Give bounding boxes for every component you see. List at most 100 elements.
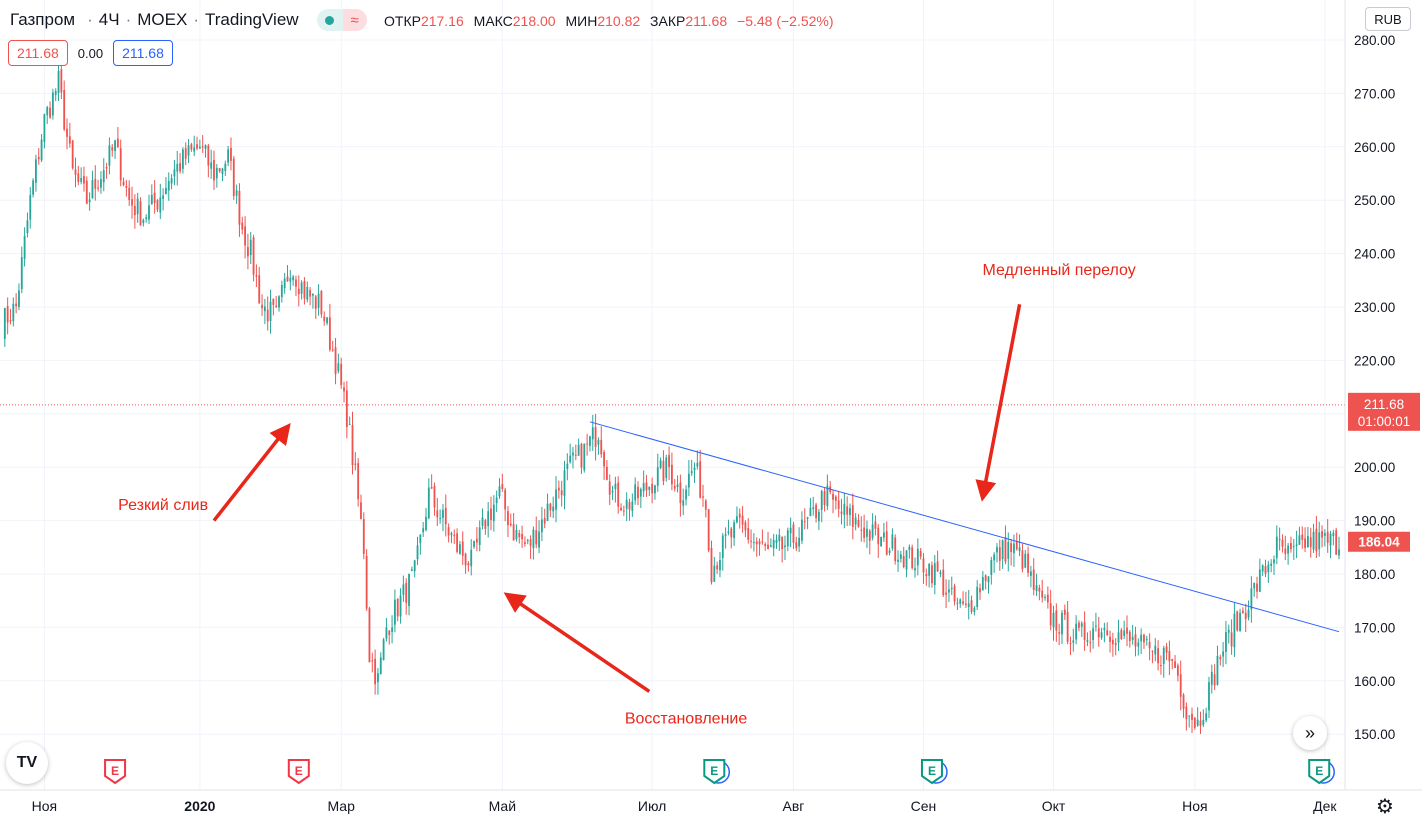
candle-body [755,541,758,545]
candle-body [979,588,981,593]
x-tick-label: Июл [638,798,666,814]
candle-body [1323,533,1326,536]
candle-body [487,511,490,527]
candle-body [1154,645,1157,655]
candle-body [1227,629,1230,633]
candle-body [529,539,532,546]
trendline [589,421,1340,633]
scroll-to-realtime-button[interactable]: » [1293,716,1327,750]
candle-body [235,190,238,196]
candle-body [1253,582,1256,589]
candle-body [1123,630,1126,636]
candle-body [255,275,258,277]
sell-price-button[interactable]: 211.68 [8,40,68,66]
candle-body [1185,706,1188,720]
candle-body [309,290,312,297]
candle-body [20,257,23,290]
candle-body [815,504,817,519]
candle-body [905,550,908,570]
earnings-icon [104,759,127,785]
earnings-marker[interactable]: E [920,759,948,785]
candle-body [625,499,628,509]
candle-body [3,308,6,339]
candle-body [882,532,885,538]
y-tick-label: 220.00 [1354,353,1395,368]
candle-body [88,199,91,203]
candle-body [148,205,150,220]
candle-body [843,503,846,516]
candle-body [894,537,897,562]
symbol-header[interactable]: Газпром · 4Ч · MOEX · TradingView ≈ [10,8,367,32]
currency-button[interactable]: RUB [1365,7,1411,31]
candle-body [136,198,139,215]
candle-body [1038,587,1041,592]
candle-body [936,561,939,572]
candle-body [63,89,66,130]
candle-body [382,639,385,661]
candle-body [368,608,371,663]
candle-body [719,560,721,571]
tradingview-logo[interactable]: TV [6,742,48,784]
candle-body [1241,610,1244,614]
candle-body [642,483,645,492]
candle-body [851,505,854,527]
candle-body [812,507,815,509]
candle-body [679,482,682,504]
candle-body [837,500,840,509]
candle-body [181,149,184,169]
candle-body [1275,536,1278,559]
market-status-toggle[interactable]: ≈ [316,9,367,31]
candle-body [1075,623,1078,640]
candle-body [167,180,170,191]
x-tick-label: Ноя [32,798,57,814]
candle-body [351,425,354,466]
candle-body [1208,682,1210,711]
current-price-timer: 01:00:01 [1358,414,1411,429]
settings-gear-icon[interactable]: ⚙ [1376,796,1394,818]
candle-body [1290,543,1292,550]
candle-body [1230,632,1233,647]
candle-body [1046,594,1049,603]
candle-body [1137,642,1140,647]
earnings-marker[interactable]: E [104,759,127,785]
interval-label[interactable]: 4Ч [98,10,120,29]
earnings-marker[interactable]: E [703,759,731,785]
candle-body [608,481,611,495]
symbol-name[interactable]: Газпром [10,10,76,29]
candle-body [710,548,713,583]
candle-body [419,534,422,544]
candle-body [690,470,693,474]
earnings-marker[interactable]: E [287,759,310,785]
double-chevron-right-icon: » [1304,722,1315,743]
candle-body [874,521,877,529]
candle-body [670,464,673,485]
candle-body [458,544,461,554]
candle-body [1001,540,1004,560]
candle-body [1134,634,1137,647]
candle-body [577,444,580,456]
ohlc-low-label: МИН [565,13,598,29]
candle-body [820,490,823,510]
buy-price-button[interactable]: 211.68 [113,40,173,66]
candle-body [603,452,605,467]
candle-body [150,194,153,205]
candle-body [956,602,959,604]
candle-body [393,599,396,625]
ohlc-open-label: ОТКР [384,13,421,29]
candle-body [467,562,470,566]
candles [3,58,1340,734]
candle-body [85,180,88,204]
candle-body [682,500,685,506]
candle-body [659,460,662,468]
candle-body [656,467,659,486]
candle-body [83,176,85,184]
candle-body [693,467,696,471]
candle-body [871,524,874,538]
candle-body [809,507,812,517]
candle-body [402,584,405,595]
candle-body [427,487,430,519]
tradingview-logo-text: TV [16,754,38,771]
earnings-marker[interactable]: E [1308,759,1335,785]
candle-body [741,515,744,525]
